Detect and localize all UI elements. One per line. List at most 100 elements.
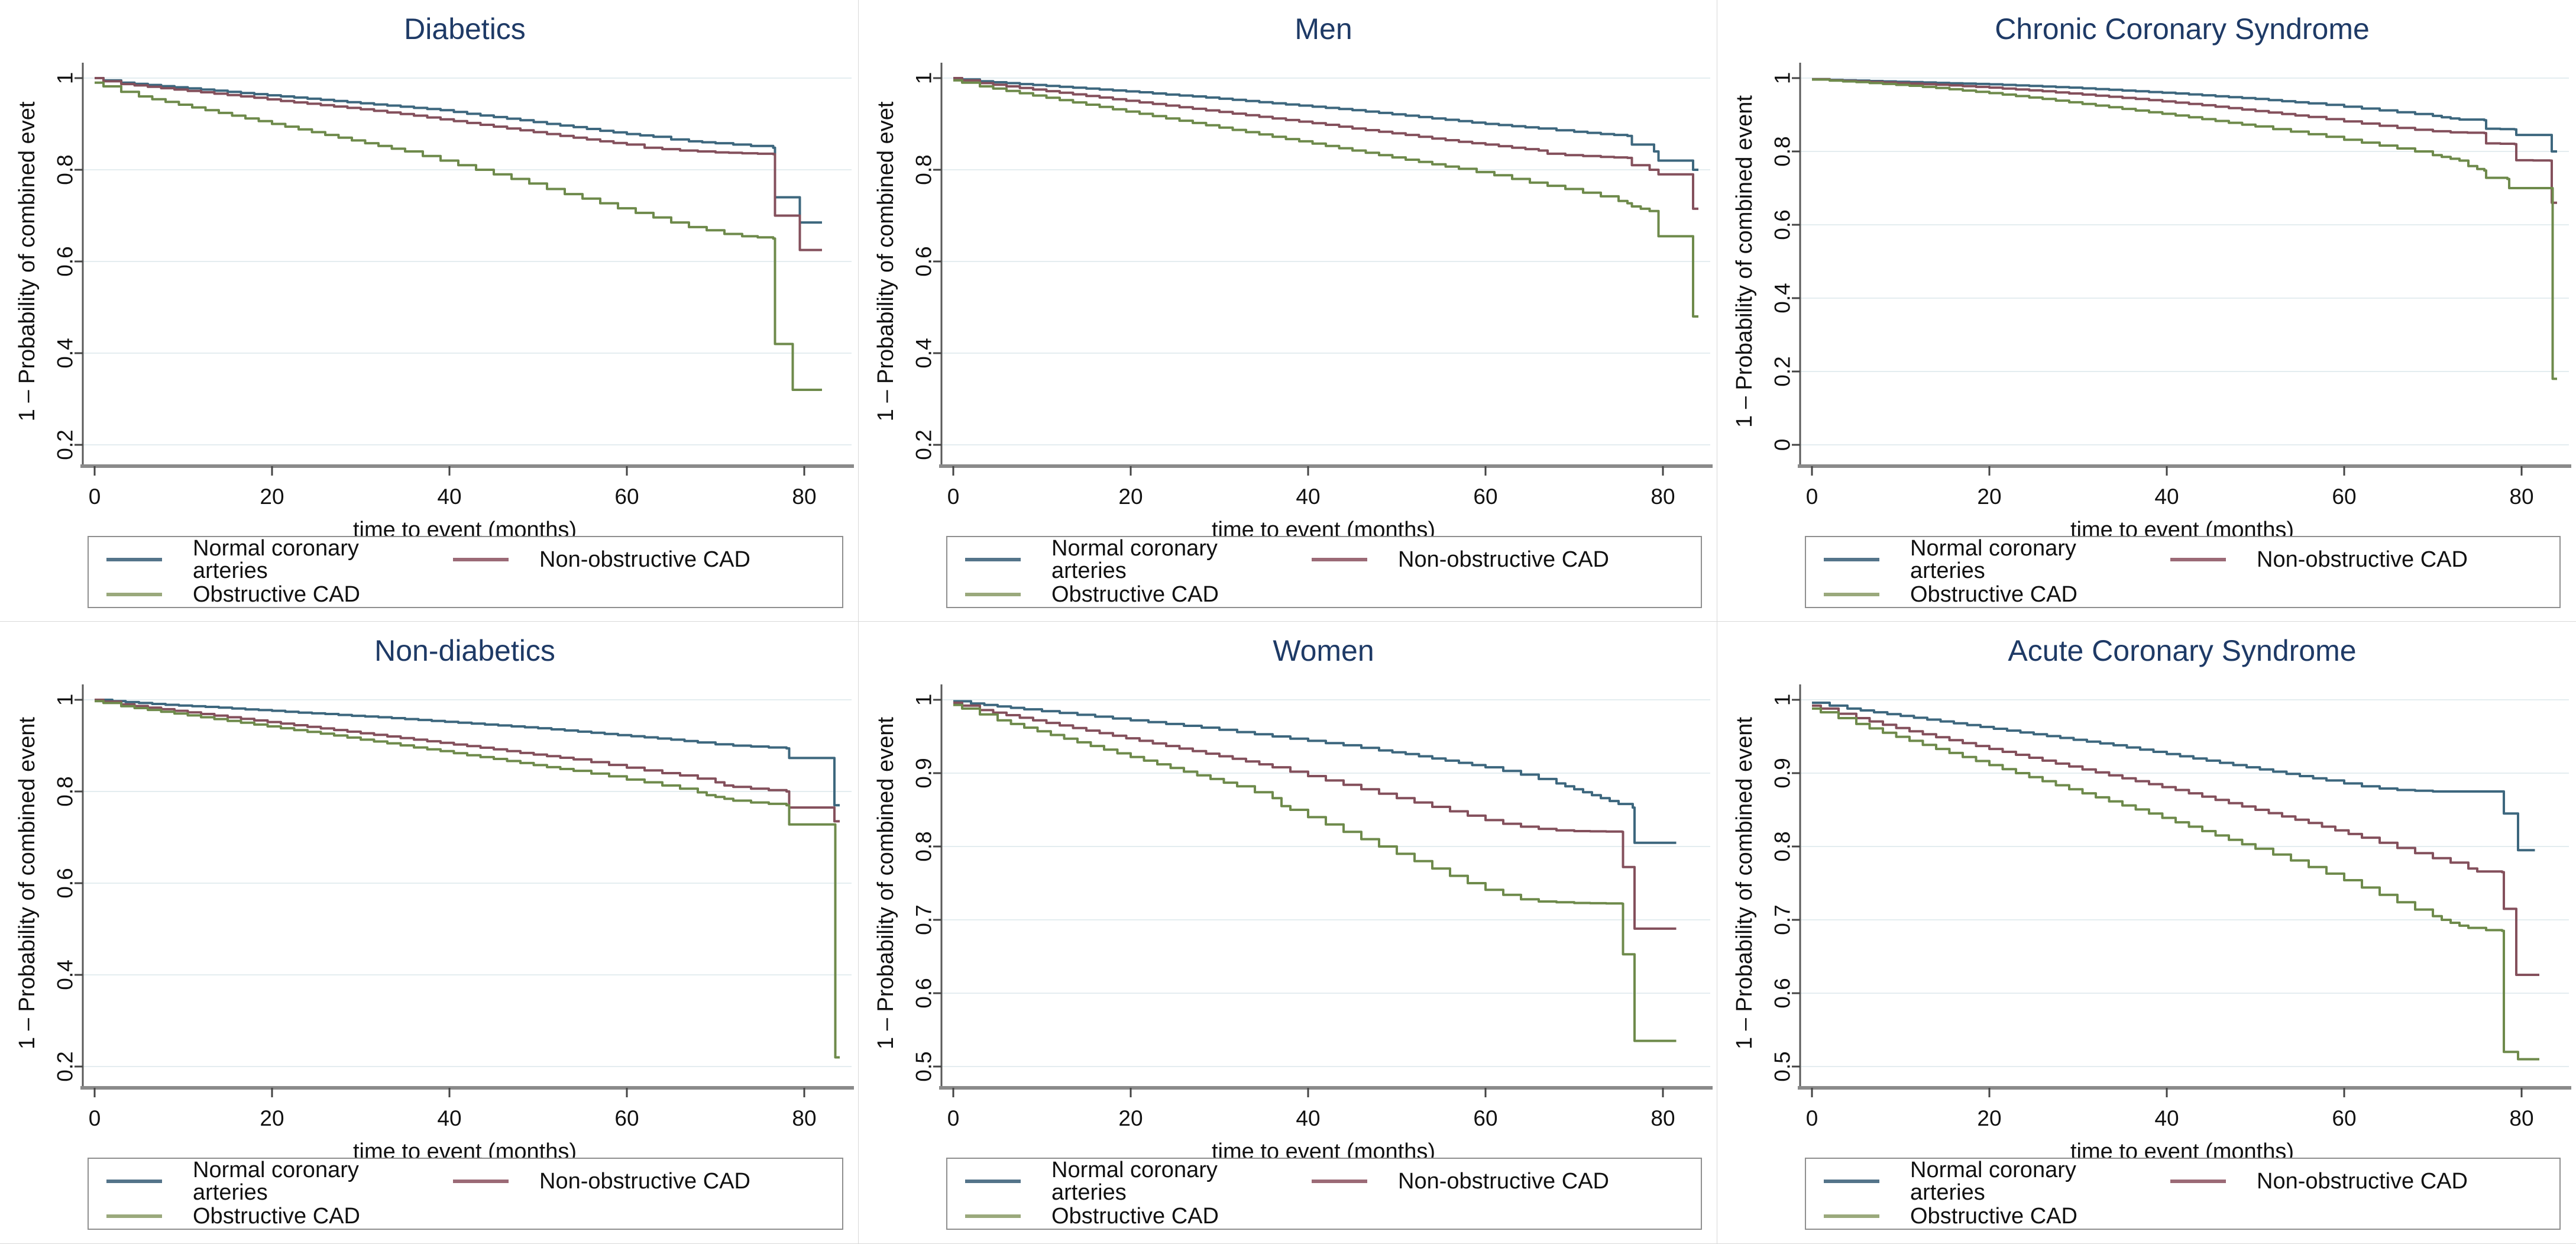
x-tick-label: 60 — [614, 484, 639, 509]
legend-swatch-obstructive — [106, 593, 162, 596]
legend-label: Normal coronary arteries — [1051, 1158, 1218, 1205]
curve-obstructive-cad — [95, 81, 822, 391]
legend-swatch-normal — [1824, 1180, 1879, 1183]
legend-item-non-obstructive-cad: Non-obstructive CAD — [2153, 548, 2559, 571]
x-tick-label: 80 — [792, 484, 816, 509]
legend-label: Obstructive CAD — [1051, 582, 1219, 607]
y-axis-title: 1 – Probability of combined evet — [15, 101, 40, 421]
y-tick-label: 0 — [1771, 439, 1795, 451]
curve-non-obstructive-cad — [953, 77, 1698, 210]
x-tick-label: 80 — [2509, 1106, 2533, 1130]
curve-obstructive-cad — [1812, 78, 2557, 380]
legend-item-obstructive-cad: Obstructive CAD — [947, 1205, 1294, 1227]
y-tick-label: 0.6 — [1771, 978, 1795, 1008]
curve-normal-coronary-arteries — [953, 77, 1698, 171]
legend-swatch-nonobstructive — [1312, 558, 1368, 561]
legend-box: Normal coronary arteries Non-obstructive … — [1805, 1158, 2561, 1230]
x-tick-label: 60 — [2332, 1106, 2356, 1130]
legend-label: Normal coronary arteries — [1910, 1158, 2076, 1205]
y-axis-title: 1 – Probability of combined event — [1732, 717, 1757, 1049]
legend-box: Normal coronary arteries Non-obstructive … — [1805, 536, 2561, 608]
y-tick-label: 0.6 — [912, 978, 936, 1008]
curve-normal-coronary-arteries — [953, 700, 1677, 844]
y-tick-label: 0.5 — [1771, 1051, 1795, 1081]
panel-women: 1 0.9 0.8 0.7 0.6 0.5 0 20 40 60 80 Women 1 – Probab… — [858, 621, 1718, 1244]
y-tick-label: 0.6 — [53, 246, 77, 276]
curve-normal-coronary-arteries — [95, 77, 822, 224]
y-tick-label: 1 — [1771, 694, 1795, 706]
x-tick-label: 0 — [89, 484, 101, 509]
y-tick-label: 0.6 — [1771, 209, 1795, 240]
y-tick-label: 0.2 — [53, 1051, 77, 1081]
legend-item-normal-coronary-arteries: Normal coronary arteries — [1806, 537, 2153, 582]
y-axis-title: 1 – Probability of combined event — [15, 717, 40, 1049]
curve-normal-coronary-arteries — [1812, 702, 2535, 852]
panel-diabetics: 1 0.8 0.6 0.4 0.2 0 20 40 60 80 Diabetics 1 – Proba… — [0, 0, 859, 622]
curve-non-obstructive-cad — [1812, 77, 2557, 204]
y-tick-label: 0.4 — [53, 959, 77, 990]
y-tick-label: 0.8 — [53, 776, 77, 806]
legend-item-non-obstructive-cad: Non-obstructive CAD — [435, 548, 842, 571]
x-tick-label: 0 — [1806, 484, 1818, 509]
x-tick-label: 80 — [2509, 484, 2533, 509]
legend-label: Normal coronary arteries — [193, 536, 359, 583]
curve-obstructive-cad — [953, 703, 1677, 1042]
y-tick-label: 0.6 — [53, 868, 77, 898]
x-tick-label: 20 — [260, 1106, 284, 1130]
x-tick-label: 20 — [1977, 1106, 2001, 1130]
y-tick-label: 1 — [1771, 72, 1795, 85]
panel-title: Women — [1273, 634, 1374, 667]
chart-diabetics: 1 0.8 0.6 0.4 0.2 0 20 40 60 80 Diabetics 1 – Proba… — [15, 12, 854, 542]
legend-item-non-obstructive-cad: Non-obstructive CAD — [1294, 1170, 1701, 1193]
y-tick-label: 0.7 — [912, 904, 936, 935]
legend-label: Normal coronary arteries — [1910, 536, 2076, 583]
legend-label: Obstructive CAD — [1910, 582, 2077, 607]
curve-non-obstructive-cad — [1812, 704, 2539, 976]
legend-label: Non-obstructive CAD — [539, 547, 750, 572]
x-tick-label: 0 — [89, 1106, 101, 1130]
curve-non-obstructive-cad — [953, 702, 1677, 930]
legend-swatch-obstructive — [106, 1214, 162, 1218]
chart-men: 1 0.8 0.6 0.4 0.2 0 20 40 60 80 Men 1 – Probability… — [873, 12, 1713, 542]
legend-label: Obstructive CAD — [1051, 1204, 1219, 1229]
curve-obstructive-cad — [95, 700, 840, 1059]
legend-label: Obstructive CAD — [1910, 1204, 2077, 1229]
panel-title: Diabetics — [404, 12, 526, 46]
legend-label: Non-obstructive CAD — [539, 1169, 750, 1194]
y-axis-title: 1 – Probability of combined event — [873, 717, 898, 1049]
legend-item-obstructive-cad: Obstructive CAD — [1806, 583, 2153, 606]
y-tick-label: 1 — [53, 72, 77, 85]
y-tick-label: 0.4 — [1771, 283, 1795, 313]
x-tick-label: 0 — [947, 1106, 960, 1130]
curve-obstructive-cad — [953, 79, 1698, 318]
legend-box: Normal coronary arteries Non-obstructive … — [88, 536, 843, 608]
x-tick-label: 60 — [1473, 1106, 1497, 1130]
legend-swatch-normal — [965, 1180, 1021, 1183]
x-tick-label: 60 — [614, 1106, 639, 1130]
legend-swatch-obstructive — [1824, 1214, 1879, 1218]
x-tick-label: 60 — [1473, 484, 1497, 509]
y-tick-label: 0.5 — [912, 1051, 936, 1081]
y-tick-label: 0.8 — [1771, 831, 1795, 861]
x-tick-label: 20 — [1977, 484, 2001, 509]
legend-item-non-obstructive-cad: Non-obstructive CAD — [435, 1170, 842, 1193]
legend-swatch-normal — [965, 558, 1021, 561]
x-tick-label: 40 — [1296, 1106, 1320, 1130]
y-tick-label: 0.8 — [912, 154, 936, 185]
y-tick-label: 0.4 — [53, 338, 77, 368]
panel-title: Men — [1295, 12, 1352, 46]
legend-swatch-normal — [1824, 558, 1879, 561]
panel-men: 1 0.8 0.6 0.4 0.2 0 20 40 60 80 Men 1 – Probability… — [858, 0, 1718, 622]
y-axis-title: 1 – Probability of combined evet — [873, 101, 898, 421]
chart-chronic-coronary-syndrome: 1 0.8 0.6 0.4 0.2 0 0 20 40 60 80 Chronic Coronary … — [1732, 12, 2571, 542]
legend-item-normal-coronary-arteries: Normal coronary arteries — [89, 537, 435, 582]
legend-label: Non-obstructive CAD — [2257, 547, 2468, 572]
legend-label: Obstructive CAD — [193, 582, 360, 607]
x-tick-label: 40 — [2154, 1106, 2179, 1130]
y-tick-label: 0.8 — [912, 831, 936, 861]
x-tick-label: 40 — [1296, 484, 1320, 509]
legend-label: Non-obstructive CAD — [2257, 1169, 2468, 1194]
y-tick-label: 0.2 — [1771, 356, 1795, 386]
x-tick-label: 0 — [947, 484, 960, 509]
panel-title: Acute Coronary Syndrome — [2008, 634, 2356, 667]
